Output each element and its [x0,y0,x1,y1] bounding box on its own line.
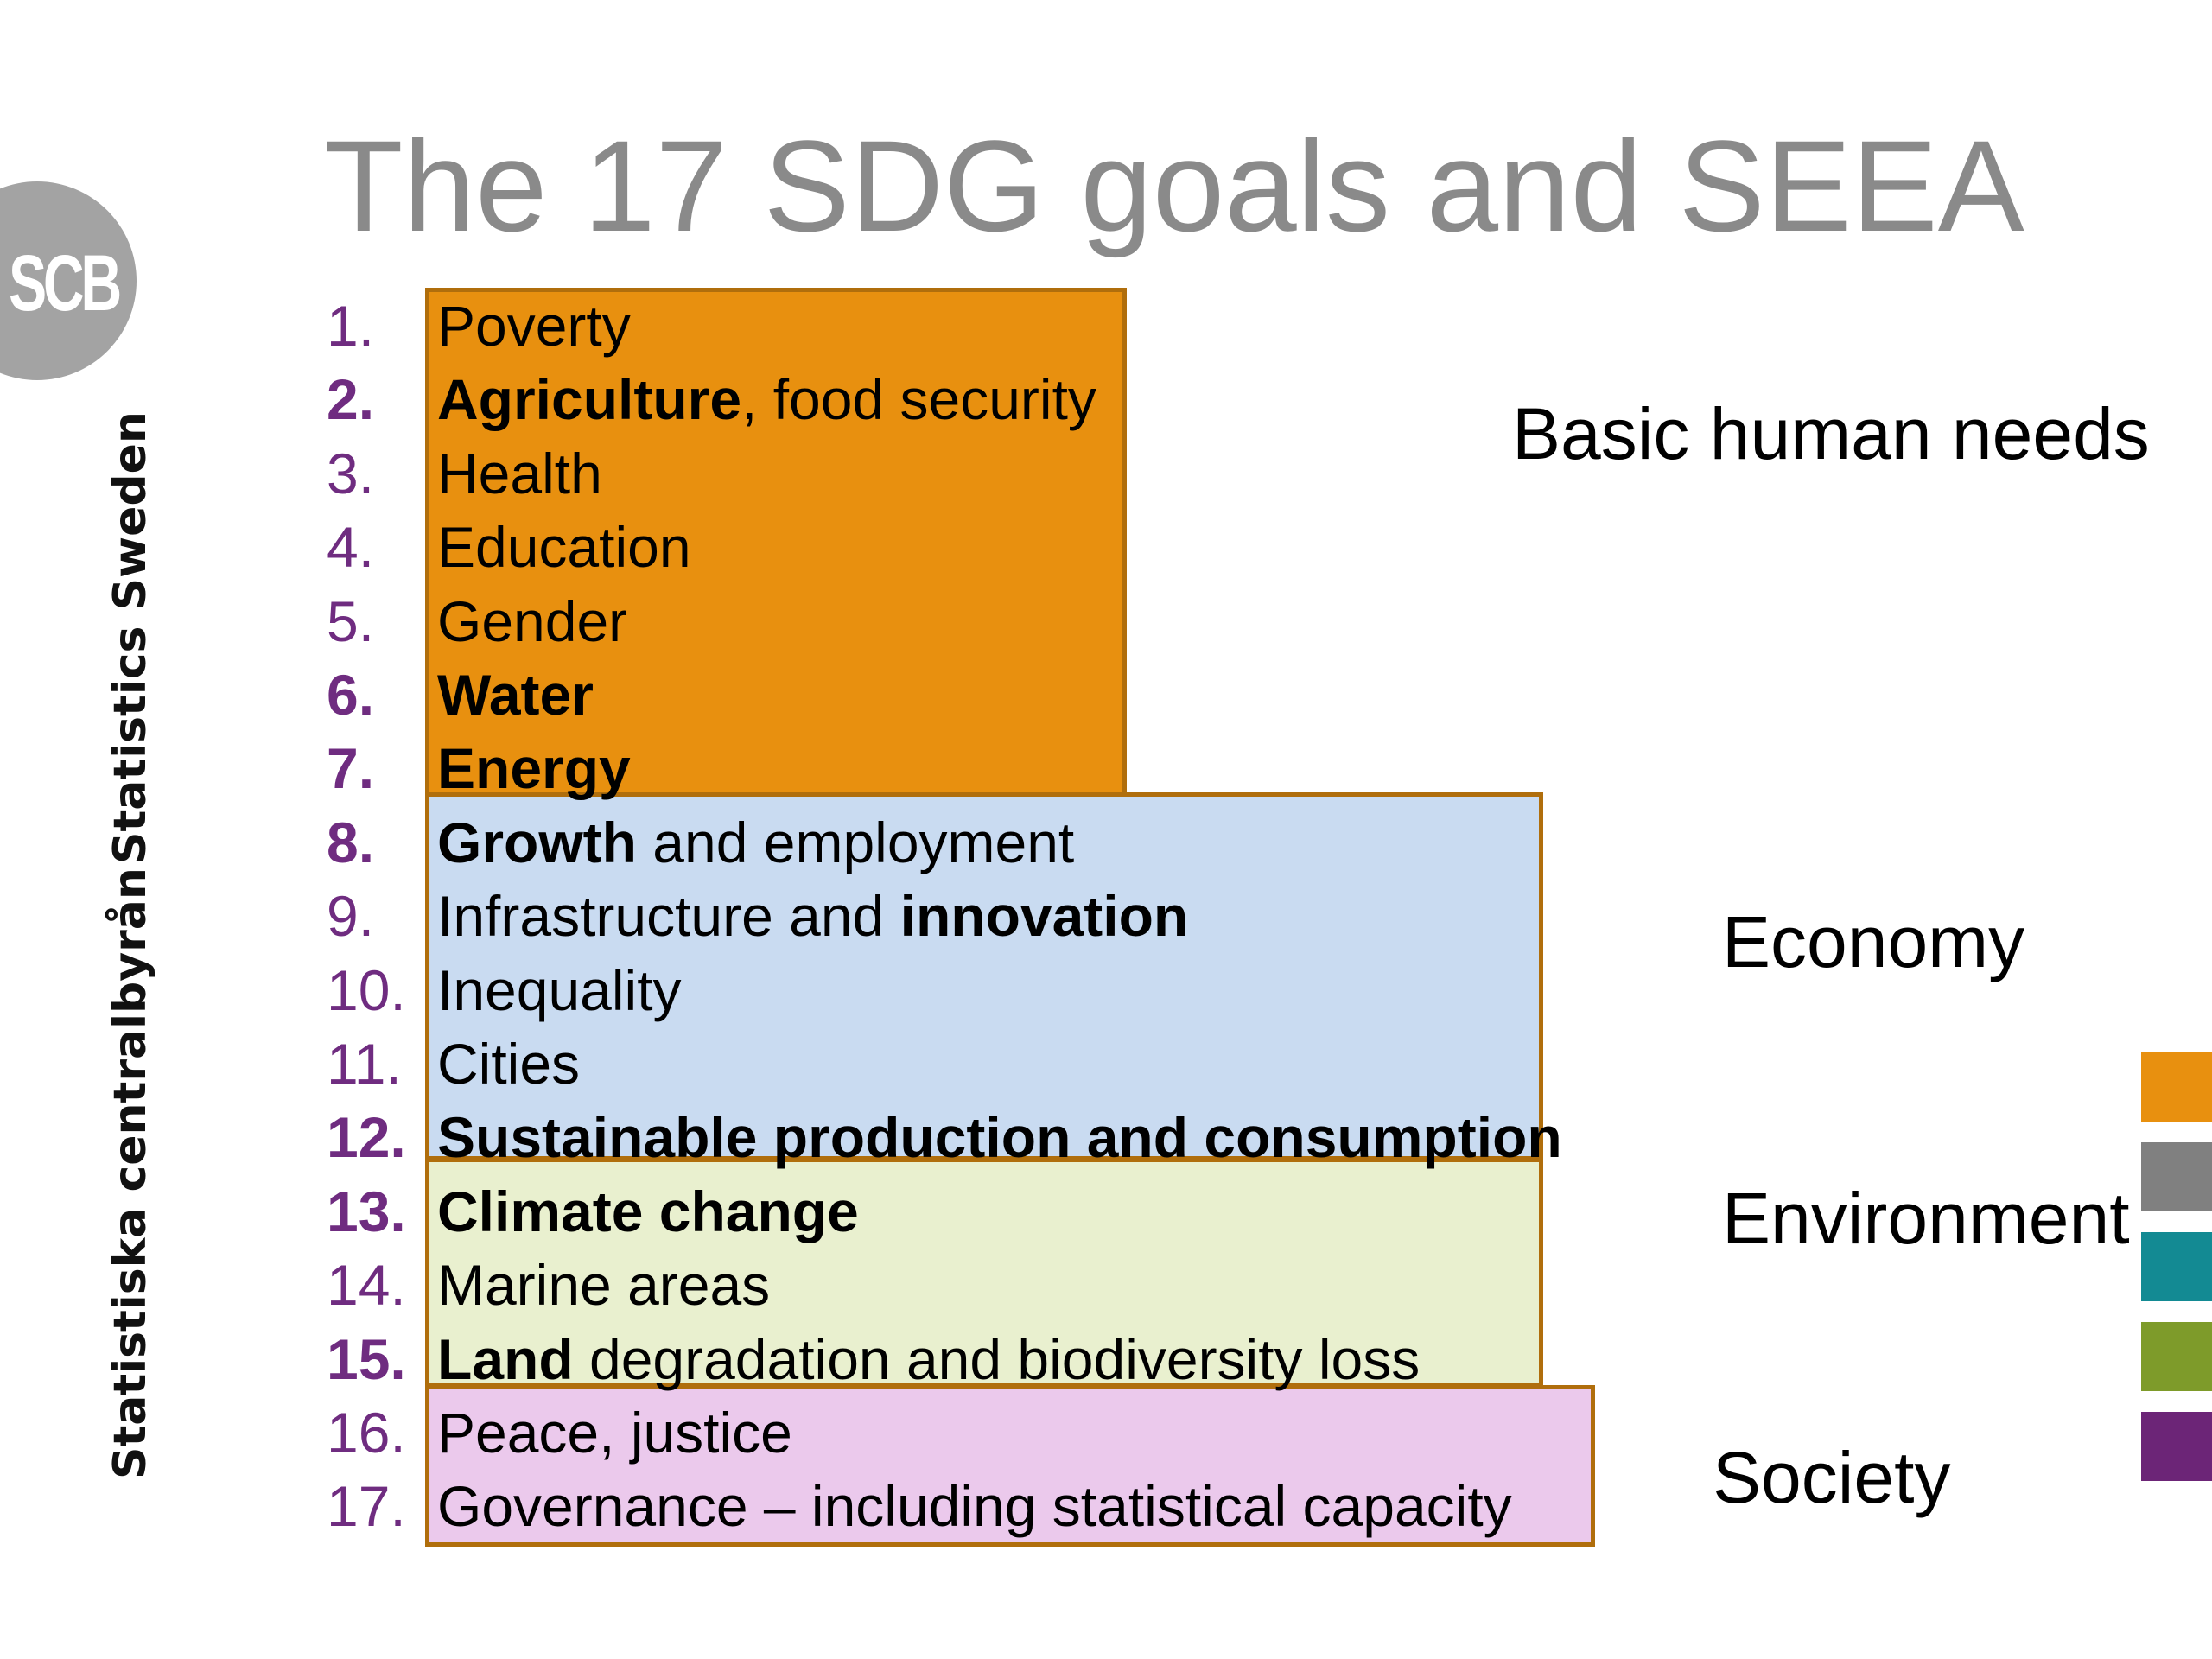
goal-number: 5. [327,588,375,653]
goal-title-emphasis: Sustainable production and consumption [437,1105,1562,1170]
society-box [425,1385,1595,1547]
goal-title-part: Gender [437,588,628,653]
org-name-english: Statistics Sweden [105,411,156,864]
goal-number: 1. [327,294,375,358]
color-swatch [2141,1322,2212,1391]
goal-number: 6. [327,663,375,727]
group-label-society: Society [1713,1437,1951,1518]
color-swatch [2141,1052,2212,1122]
goal-number: 3. [327,441,375,505]
goal-title: Sustainable production and consumption [437,1100,1562,1174]
goal-title-part: Marine areas [437,1253,771,1318]
goal-title-part: Poverty [437,294,631,358]
goal-number: 2. [327,367,375,432]
goal-title-emphasis: Water [437,663,594,727]
goal-title: Energy [437,731,631,805]
goal-title-part: , food security [741,367,1096,432]
goal-number: 8. [327,810,375,874]
color-swatch [2141,1232,2212,1301]
goal-number: 7. [327,736,375,801]
goal-title: Water [437,658,594,732]
goal-title: Education [437,510,691,584]
goal-title: Cities [437,1027,580,1101]
environment-box [425,1158,1543,1387]
goal-number: 10. [327,957,406,1022]
goal-number: 15. [327,1326,406,1391]
goal-number: 16. [327,1401,406,1465]
goal-title-emphasis: innovation [899,884,1189,949]
color-swatch [2141,1412,2212,1481]
scb-logo-text: SCB [9,239,122,327]
goal-title: Land degradation and biodiversity loss [437,1322,1420,1396]
goal-title: Peace, justice [437,1395,792,1470]
goal-title: Growth and employment [437,805,1074,880]
goal-title-part: Peace, justice [437,1401,792,1465]
goal-title: Poverty [437,289,631,363]
goal-title-part: Education [437,515,691,580]
group-label-economy: Economy [1722,901,2025,982]
group-label-environment: Environment [1722,1178,2130,1259]
color-swatch [2141,1142,2212,1211]
basic-needs-box [425,288,1127,801]
goal-title: Gender [437,584,627,658]
goal-title-part: Cities [437,1032,581,1096]
goal-number: 13. [327,1179,406,1243]
goal-title-part: Health [437,441,602,505]
slide-title: The 17 SDG goals and SEEA [324,113,2024,258]
org-name-swedish: Statistiska centralbyrån [105,868,156,1479]
goal-title-emphasis: Energy [437,736,631,801]
goal-title-part: degradation and biodiversity loss [573,1326,1421,1391]
goal-title: Climate change [437,1174,859,1249]
goal-title: Agriculture, food security [437,362,1096,436]
goal-title-part: Infrastructure and [437,884,900,949]
goal-title-emphasis: Climate change [437,1179,859,1243]
goal-number: 12. [327,1105,406,1170]
goal-title-emphasis: Growth [437,810,637,874]
goal-title: Infrastructure and innovation [437,879,1188,953]
goal-number: 14. [327,1253,406,1318]
goal-title-part: Inequality [437,957,682,1022]
goal-number: 4. [327,515,375,580]
goal-number: 9. [327,884,375,949]
goal-title-emphasis: Agriculture [437,367,742,432]
goal-title-emphasis: Land [437,1326,574,1391]
goal-title: Governance – including statistical capac… [437,1469,1512,1543]
group-label-basic-needs: Basic human needs [1512,393,2150,474]
goal-number: 17. [327,1474,406,1539]
goal-title: Marine areas [437,1248,770,1322]
goal-number: 11. [327,1032,402,1096]
goal-title-part: Governance – including statistical capac… [437,1474,1512,1539]
goal-title: Inequality [437,953,682,1027]
goal-title: Health [437,436,602,511]
goal-title-part: and employment [636,810,1075,874]
